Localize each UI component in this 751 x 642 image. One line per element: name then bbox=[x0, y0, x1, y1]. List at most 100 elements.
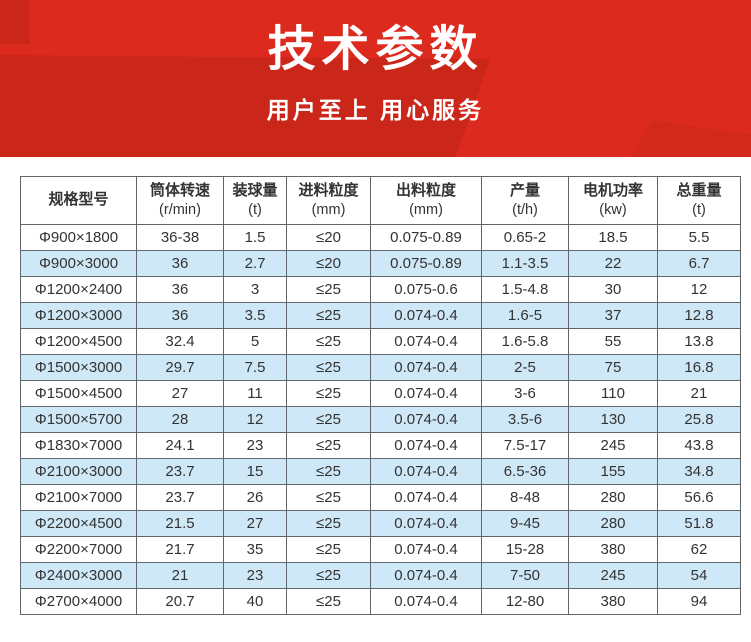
column-unit: (t) bbox=[692, 201, 706, 218]
value-cell: 380 bbox=[568, 588, 658, 615]
table-row: Φ2700×4000 20.7 40 ≤25 0.074-0.4 12-80 380 94 bbox=[20, 588, 741, 615]
value-cell: 245 bbox=[568, 562, 658, 589]
value-cell: 12-80 bbox=[481, 588, 569, 615]
value-cell: 280 bbox=[568, 510, 658, 537]
column-header: 总重量 (t) bbox=[657, 176, 741, 225]
value-cell: ≤25 bbox=[286, 536, 371, 563]
value-cell: 23 bbox=[223, 562, 287, 589]
value-cell: ≤25 bbox=[286, 302, 371, 329]
column-header: 装球量 (t) bbox=[223, 176, 287, 225]
value-cell: 0.075-0.89 bbox=[370, 250, 482, 277]
value-cell: 0.65-2 bbox=[481, 224, 569, 251]
value-cell: 6.5-36 bbox=[481, 458, 569, 485]
value-cell: 21 bbox=[136, 562, 224, 589]
value-cell: 27 bbox=[223, 510, 287, 537]
value-cell: 25.8 bbox=[657, 406, 741, 433]
value-cell: 8-48 bbox=[481, 484, 569, 511]
value-cell: 3.5 bbox=[223, 302, 287, 329]
model-cell: Φ1200×3000 bbox=[20, 302, 137, 329]
value-cell: 13.8 bbox=[657, 328, 741, 355]
column-unit: (t/h) bbox=[512, 201, 538, 218]
column-unit: (mm) bbox=[311, 201, 346, 218]
spec-table: 规格型号 筒体转速 (r/min) 装球量 (t) 进料粒度 (mm) 出料粒度 (mm) 产量(… bbox=[20, 176, 741, 615]
column-label: 规格型号 bbox=[48, 191, 109, 209]
value-cell: 75 bbox=[568, 354, 658, 381]
value-cell: 21 bbox=[657, 380, 741, 407]
value-cell: 28 bbox=[136, 406, 224, 433]
value-cell: 34.8 bbox=[657, 458, 741, 485]
table-row: Φ2400×3000 21 23 ≤25 0.074-0.4 7-50 245 54 bbox=[20, 562, 741, 589]
value-cell: 36-38 bbox=[136, 224, 224, 251]
value-cell: ≤25 bbox=[286, 484, 371, 511]
value-cell: 2-5 bbox=[481, 354, 569, 381]
model-cell: Φ900×3000 bbox=[20, 250, 137, 277]
value-cell: 0.074-0.4 bbox=[370, 302, 482, 329]
value-cell: 23 bbox=[223, 432, 287, 459]
table-row: Φ1200×3000 36 3.5 ≤25 0.074-0.4 1.6-5 37 12.8 bbox=[20, 302, 741, 329]
value-cell: 62 bbox=[657, 536, 741, 563]
model-cell: Φ2100×3000 bbox=[20, 458, 137, 485]
value-cell: 3.5-6 bbox=[481, 406, 569, 433]
page-title: 技术参数 bbox=[267, 23, 484, 76]
value-cell: ≤25 bbox=[286, 510, 371, 537]
value-cell: ≤25 bbox=[286, 588, 371, 615]
value-cell: 2.7 bbox=[223, 250, 287, 277]
value-cell: 110 bbox=[568, 380, 658, 407]
banner-accent-shape bbox=[0, 0, 30, 44]
value-cell: 16.8 bbox=[657, 354, 741, 381]
value-cell: 40 bbox=[223, 588, 287, 615]
model-cell: Φ1500×5700 bbox=[20, 406, 137, 433]
value-cell: 3 bbox=[223, 276, 287, 303]
model-cell: Φ2400×3000 bbox=[20, 562, 137, 589]
model-cell: Φ1200×2400 bbox=[20, 276, 137, 303]
value-cell: 9-45 bbox=[481, 510, 569, 537]
value-cell: ≤25 bbox=[286, 380, 371, 407]
value-cell: 27 bbox=[136, 380, 224, 407]
model-cell: Φ900×1800 bbox=[20, 224, 137, 251]
value-cell: 1.6-5 bbox=[481, 302, 569, 329]
value-cell: 5.5 bbox=[657, 224, 741, 251]
column-unit: (t) bbox=[248, 201, 262, 218]
column-label: 进料粒度 bbox=[298, 182, 359, 200]
value-cell: 0.075-0.6 bbox=[370, 276, 482, 303]
value-cell: 36 bbox=[136, 276, 224, 303]
value-cell: 94 bbox=[657, 588, 741, 615]
table-row: Φ1200×2400 36 3 ≤25 0.075-0.6 1.5-4.8 30 12 bbox=[20, 276, 741, 303]
value-cell: 1.5-4.8 bbox=[481, 276, 569, 303]
value-cell: 0.074-0.4 bbox=[370, 354, 482, 381]
table-row: Φ900×1800 36-38 1.5 ≤20 0.075-0.89 0.65-2 18.5… bbox=[20, 224, 741, 251]
value-cell: 155 bbox=[568, 458, 658, 485]
column-label: 出料粒度 bbox=[395, 182, 456, 200]
table-row: Φ2200×7000 21.7 35 ≤25 0.074-0.4 15-28 380 62 bbox=[20, 536, 741, 563]
column-header: 进料粒度 (mm) bbox=[286, 176, 371, 225]
column-unit: (kw) bbox=[599, 201, 627, 218]
table-row: Φ1500×3000 29.7 7.5 ≤25 0.074-0.4 2-5 75 16.8 bbox=[20, 354, 741, 381]
value-cell: ≤20 bbox=[286, 224, 371, 251]
value-cell: 6.7 bbox=[657, 250, 741, 277]
table-row: Φ1830×7000 24.1 23 ≤25 0.074-0.4 7.5-17 245 43.… bbox=[20, 432, 741, 459]
value-cell: 0.074-0.4 bbox=[370, 562, 482, 589]
table-row: Φ2100×3000 23.7 15 ≤25 0.074-0.4 6.5-36 155 34.… bbox=[20, 458, 741, 485]
value-cell: 29.7 bbox=[136, 354, 224, 381]
value-cell: 0.074-0.4 bbox=[370, 536, 482, 563]
value-cell: 23.7 bbox=[136, 484, 224, 511]
value-cell: ≤25 bbox=[286, 432, 371, 459]
column-label: 总重量 bbox=[676, 182, 722, 200]
value-cell: 130 bbox=[568, 406, 658, 433]
column-header: 电机功率 (kw) bbox=[568, 176, 658, 225]
model-cell: Φ1500×3000 bbox=[20, 354, 137, 381]
value-cell: ≤20 bbox=[286, 250, 371, 277]
value-cell: 280 bbox=[568, 484, 658, 511]
value-cell: 12.8 bbox=[657, 302, 741, 329]
value-cell: 32.4 bbox=[136, 328, 224, 355]
value-cell: ≤25 bbox=[286, 276, 371, 303]
value-cell: 23.7 bbox=[136, 458, 224, 485]
value-cell: 0.074-0.4 bbox=[370, 484, 482, 511]
column-unit: (mm) bbox=[409, 201, 443, 218]
value-cell: 0.074-0.4 bbox=[370, 328, 482, 355]
column-label: 筒体转速 bbox=[149, 182, 210, 200]
value-cell: 54 bbox=[657, 562, 741, 589]
value-cell: 5 bbox=[223, 328, 287, 355]
value-cell: ≤25 bbox=[286, 354, 371, 381]
